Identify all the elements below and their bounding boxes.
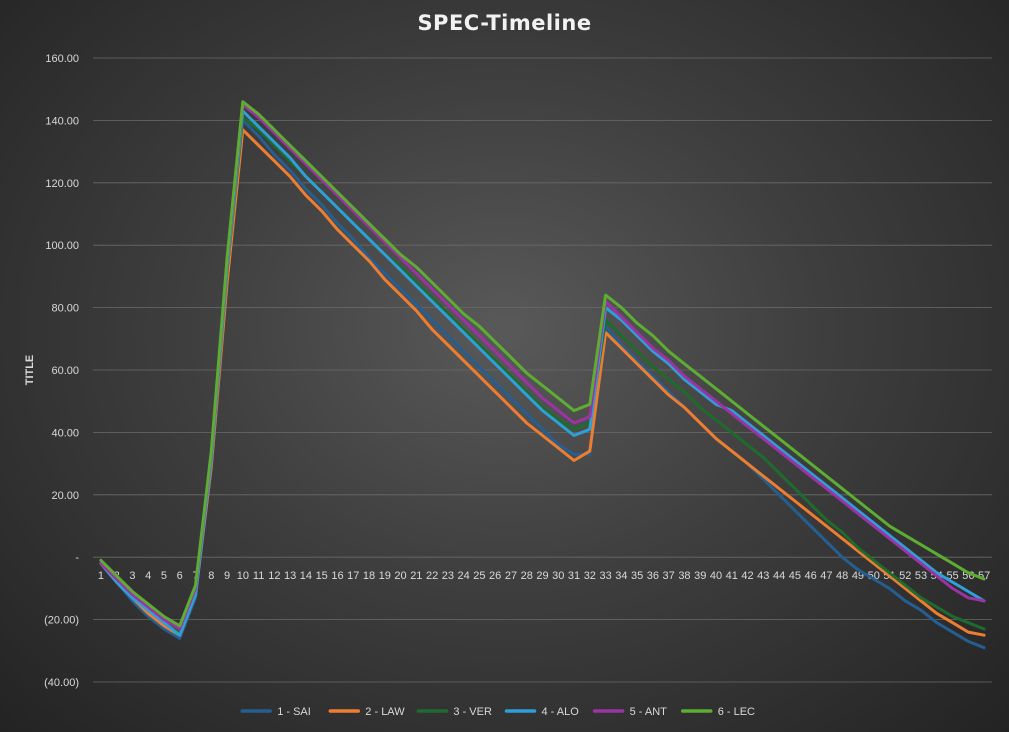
y-axis-title: TITLE	[24, 355, 36, 386]
x-tick-label: 3	[129, 570, 135, 582]
legend-item-2: 2 - LAW	[328, 706, 405, 718]
y-tick-label: 60.00	[51, 365, 79, 377]
x-tick-label: 1	[98, 570, 104, 582]
legend-label: 3 - VER	[453, 706, 492, 718]
x-tick-label: 24	[458, 570, 470, 582]
x-tick-label: 30	[552, 570, 564, 582]
series-line-5	[99, 103, 986, 631]
legend-item-5: 5 - ANT	[592, 706, 668, 718]
x-tick-label: 26	[489, 570, 501, 582]
x-tick-label: 44	[773, 570, 785, 582]
x-tick-label: 25	[473, 570, 485, 582]
chart-title: SPEC-Timeline	[417, 11, 592, 35]
x-tick-label: 17	[347, 570, 359, 582]
x-tick-label: 42	[741, 570, 753, 582]
x-tick-label: 28	[521, 570, 533, 582]
y-tick-label: 100.00	[45, 240, 79, 252]
legend-item-4: 4 - ALO	[504, 706, 580, 718]
x-tick-label: 4	[145, 570, 151, 582]
x-tick-label: 29	[536, 570, 548, 582]
x-tick-label: 45	[789, 570, 801, 582]
x-tick-label: 10	[237, 570, 249, 582]
x-tick-label: 12	[268, 570, 280, 582]
x-tick-label: 19	[379, 570, 391, 582]
x-tick-label: 14	[300, 570, 312, 582]
x-tick-label: 27	[505, 570, 517, 582]
x-tick-label: 21	[410, 570, 422, 582]
x-tick-label: 47	[820, 570, 832, 582]
x-tick-label: 48	[836, 570, 848, 582]
x-tick-label: 43	[757, 570, 769, 582]
x-tick-label: 37	[663, 570, 675, 582]
y-tick-label: (20.00)	[44, 615, 79, 627]
y-tick-label: 160.00	[45, 53, 79, 65]
legend-item-1: 1 - SAI	[240, 706, 311, 718]
y-tick-label: 40.00	[51, 427, 79, 439]
x-tick-label: 53	[915, 570, 927, 582]
y-tick-label: (40.00)	[44, 677, 79, 689]
x-tick-label: 33	[599, 570, 611, 582]
x-tick-label: 13	[284, 570, 296, 582]
legend-label: 1 - SAI	[277, 706, 311, 718]
x-tick-label: 22	[426, 570, 438, 582]
x-tick-label: 39	[694, 570, 706, 582]
legend-label: 5 - ANT	[630, 706, 668, 718]
legend-label: 6 - LEC	[718, 706, 755, 718]
x-tick-label: 40	[710, 570, 722, 582]
x-tick-label: 35	[631, 570, 643, 582]
series-line-1	[99, 118, 986, 650]
x-tick-label: 9	[224, 570, 230, 582]
legend-label: 4 - ALO	[542, 706, 580, 718]
x-tick-label: 46	[804, 570, 816, 582]
x-tick-label: 32	[584, 570, 596, 582]
legend-item-6: 6 - LEC	[680, 706, 755, 718]
x-tick-label: 31	[568, 570, 580, 582]
x-tick-label: 5	[161, 570, 167, 582]
x-tick-label: 8	[208, 570, 214, 582]
legend-item-3: 3 - VER	[416, 706, 492, 718]
y-tick-label: 140.00	[45, 115, 79, 127]
series-line-2	[99, 128, 986, 637]
x-tick-label: 20	[394, 570, 406, 582]
series-line-3	[99, 115, 986, 634]
x-tick-label: 11	[253, 570, 264, 582]
y-tick-label: 20.00	[51, 490, 79, 502]
x-tick-label: 52	[899, 570, 911, 582]
y-tick-label: 80.00	[51, 303, 79, 315]
x-tick-label: 15	[316, 570, 328, 582]
x-tick-label: 34	[615, 570, 627, 582]
series-line-6	[99, 100, 986, 628]
x-tick-label: 23	[442, 570, 454, 582]
x-tick-label: 38	[678, 570, 690, 582]
y-tick-label: 120.00	[45, 178, 79, 190]
x-tick-label: 36	[647, 570, 659, 582]
x-tick-label: 41	[726, 570, 738, 582]
series-line-4	[99, 109, 986, 637]
x-tick-label: 6	[177, 570, 183, 582]
y-tick-label: -	[75, 552, 79, 564]
x-tick-label: 16	[331, 570, 343, 582]
legend-label: 2 - LAW	[365, 706, 405, 718]
x-tick-label: 18	[363, 570, 375, 582]
